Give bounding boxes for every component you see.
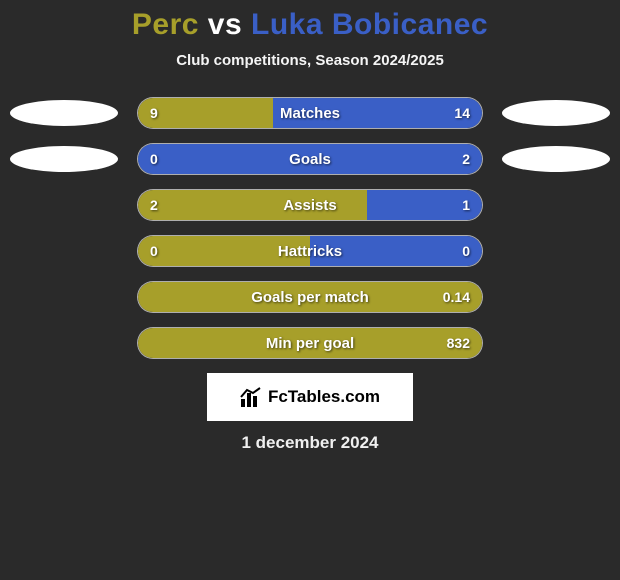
- stat-bar: 02Goals: [137, 143, 483, 175]
- subtitle: Club competitions, Season 2024/2025: [0, 52, 620, 69]
- chart-icon: [240, 387, 262, 407]
- stat-fill-left: [138, 190, 367, 220]
- team-logo-left: [9, 97, 119, 129]
- comparison-card: Perc vs Luka Bobicanec Club competitions…: [0, 0, 620, 453]
- stat-fill-right: [273, 98, 482, 128]
- title-player1: Perc: [132, 8, 199, 41]
- stat-value-right: 832: [447, 328, 470, 358]
- team-logo-right: [501, 97, 611, 129]
- stat-value-right: 1: [462, 190, 470, 220]
- stat-fill-left: [138, 98, 273, 128]
- stat-value-right: 0.14: [443, 282, 470, 312]
- team-logo-left: [9, 143, 119, 175]
- stat-value-left: 0: [150, 144, 158, 174]
- stat-bar: 914Matches: [137, 97, 483, 129]
- stat-bar: 21Assists: [137, 189, 483, 221]
- stats-area: 914Matches02Goals21Assists00Hattricks0.1…: [0, 97, 620, 359]
- stat-row: 0.14Goals per match: [0, 281, 620, 313]
- stat-bar: 00Hattricks: [137, 235, 483, 267]
- stat-value-left: 2: [150, 190, 158, 220]
- team-logo-right: [501, 143, 611, 175]
- stat-fill-left: [138, 282, 482, 312]
- stat-fill-left: [138, 328, 482, 358]
- stat-value-right: 0: [462, 236, 470, 266]
- stat-fill-right: [310, 236, 482, 266]
- logo-placeholder: [10, 100, 118, 126]
- stat-value-left: 9: [150, 98, 158, 128]
- title-player2: Luka Bobicanec: [251, 8, 488, 41]
- stat-bar: 0.14Goals per match: [137, 281, 483, 313]
- stat-value-left: 0: [150, 236, 158, 266]
- stat-fill-left: [138, 236, 310, 266]
- title-vs: vs: [208, 8, 242, 41]
- stat-row: 00Hattricks: [0, 235, 620, 267]
- stat-row: 02Goals: [0, 143, 620, 175]
- stat-row: 832Min per goal: [0, 327, 620, 359]
- stat-row: 914Matches: [0, 97, 620, 129]
- date-label: 1 december 2024: [0, 433, 620, 453]
- page-title: Perc vs Luka Bobicanec: [0, 8, 620, 42]
- stat-bar: 832Min per goal: [137, 327, 483, 359]
- logo-placeholder: [502, 100, 610, 126]
- stat-value-right: 2: [462, 144, 470, 174]
- stat-fill-right: [138, 144, 482, 174]
- logo-placeholder: [10, 146, 118, 172]
- stat-value-right: 14: [454, 98, 470, 128]
- source-logo: FcTables.com: [207, 373, 413, 421]
- logo-placeholder: [502, 146, 610, 172]
- source-logo-text: FcTables.com: [268, 387, 380, 407]
- stat-row: 21Assists: [0, 189, 620, 221]
